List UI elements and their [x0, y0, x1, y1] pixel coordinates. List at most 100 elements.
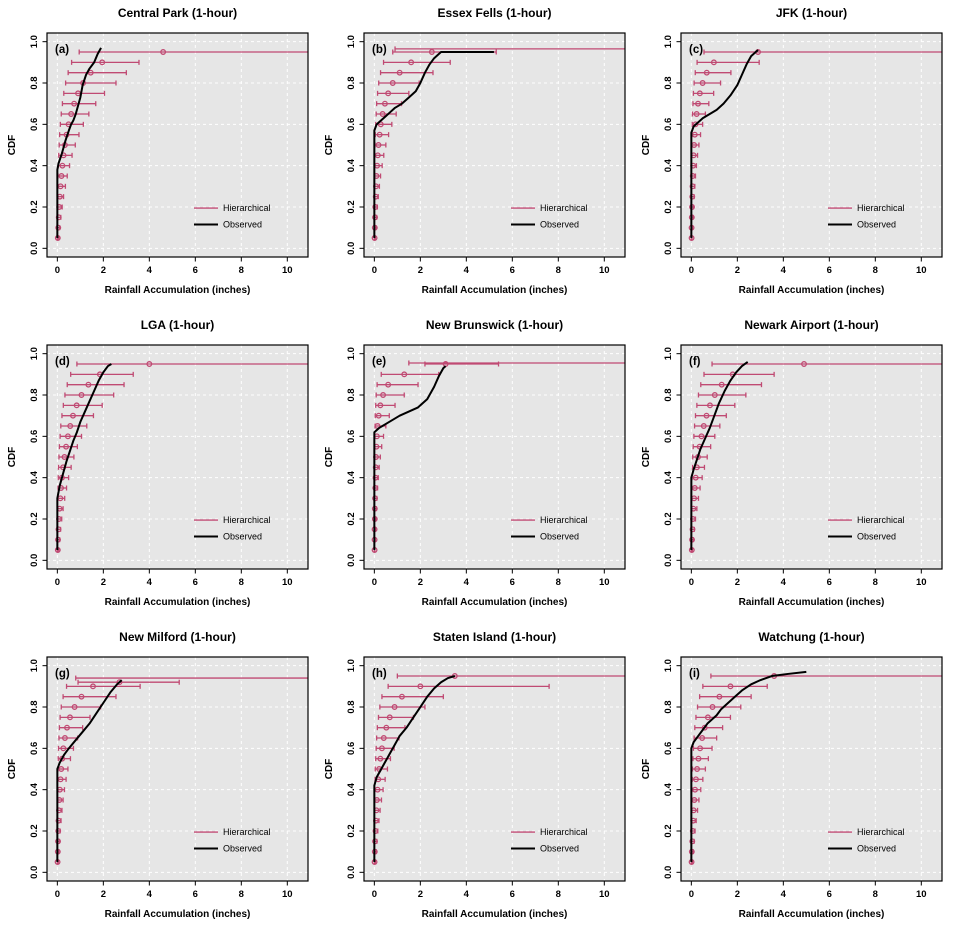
x-tick-label: 8	[873, 265, 878, 276]
median-point	[68, 111, 75, 117]
observed-line	[56, 363, 112, 550]
legend: Hierarchical Observed	[828, 515, 905, 542]
median-point	[703, 412, 710, 419]
x-tick-label: 0	[372, 265, 377, 276]
median-point	[67, 423, 74, 429]
legend: Hierarchical Observed	[194, 827, 271, 854]
y-tick-label: 1.0	[29, 659, 40, 672]
x-axis-title: Rainfall Accumulation (inches)	[105, 597, 251, 608]
y-tick-label: 0.2	[346, 200, 357, 213]
y-tick-label: 0.0	[663, 242, 674, 255]
legend-label-observed: Observed	[540, 220, 579, 230]
hierarchical-intervals	[54, 361, 308, 553]
median-point	[70, 412, 76, 419]
x-tick-label: 6	[193, 265, 198, 276]
panel-i: Watchung (1-hour) 0 2 4 6 8 10 0.0 0.2 0.4 0.6 0.8 1…	[641, 630, 943, 920]
y-tick-label: 0.2	[663, 512, 674, 525]
observed-line	[690, 361, 749, 550]
y-tick-label: 0.2	[663, 824, 674, 837]
x-tick-label: 10	[599, 577, 610, 588]
median-point	[146, 361, 153, 367]
y-tick-label: 0.8	[29, 76, 40, 89]
median-point	[692, 776, 699, 783]
x-tick-label: 6	[827, 577, 832, 588]
x-tick-label: 10	[599, 265, 610, 276]
gridlines	[47, 33, 308, 257]
panel-letter: (h)	[372, 668, 387, 680]
x-tick-label: 10	[916, 577, 927, 588]
legend-label-observed: Observed	[857, 844, 896, 854]
median-point	[695, 755, 702, 762]
median-point	[64, 433, 71, 440]
median-point	[372, 828, 379, 834]
legend-label-observed: Observed	[223, 844, 262, 854]
panel-title: JFK (1-hour)	[776, 6, 847, 20]
x-axis-title: Rainfall Accumulation (inches)	[422, 909, 568, 920]
median-point	[694, 766, 701, 772]
median-point	[380, 392, 387, 398]
x-tick-label: 2	[418, 577, 423, 588]
plot-background	[364, 33, 625, 257]
observed-line	[373, 365, 447, 550]
x-tick-label: 2	[101, 889, 106, 900]
median-point	[709, 704, 716, 710]
median-point	[710, 59, 717, 66]
median-point	[391, 704, 398, 710]
observed-line	[56, 679, 123, 862]
plot-area	[688, 670, 942, 865]
plot-area	[371, 673, 625, 865]
y-tick-label: 0.4	[346, 470, 357, 484]
x-tick-label: 6	[193, 889, 198, 900]
panel-title: LGA (1-hour)	[141, 318, 215, 332]
legend-label-hierarchical: Hierarchical	[857, 203, 905, 213]
x-tick-label: 6	[510, 577, 515, 588]
gridlines	[681, 345, 942, 569]
median-point	[428, 49, 435, 55]
legend-label-hierarchical: Hierarchical	[857, 827, 905, 837]
panel-letter: (d)	[55, 356, 70, 368]
x-tick-label: 8	[873, 577, 878, 588]
legend: Hierarchical Observed	[511, 203, 588, 230]
legend-label-hierarchical: Hierarchical	[540, 515, 588, 525]
x-axis-title: Rainfall Accumulation (inches)	[105, 909, 251, 920]
median-point	[377, 402, 384, 409]
gridlines	[364, 33, 625, 257]
legend-label-hierarchical: Hierarchical	[857, 515, 905, 525]
x-tick-label: 8	[873, 889, 878, 900]
plot-background	[681, 345, 942, 569]
y-axis-title: CDF	[7, 759, 18, 780]
gridlines	[681, 33, 942, 257]
median-point	[71, 704, 78, 710]
median-point	[73, 402, 80, 409]
x-tick-label: 10	[282, 265, 293, 276]
panel-b: Essex Fells (1-hour) 0 2 4 6 8 10 0.0 0.2 0.4 0.6 0…	[324, 6, 626, 296]
median-point	[375, 142, 382, 148]
median-point	[711, 392, 718, 398]
median-point	[383, 724, 390, 731]
median-point	[396, 69, 403, 76]
median-point	[385, 381, 392, 388]
legend-label-observed: Observed	[857, 220, 896, 230]
median-point	[698, 433, 705, 440]
median-point	[697, 745, 704, 752]
y-tick-label: 0.0	[663, 866, 674, 879]
gridlines	[364, 345, 625, 569]
x-tick-label: 0	[689, 577, 694, 588]
median-point	[60, 745, 67, 752]
plot-border	[363, 32, 626, 258]
y-tick-label: 1.0	[346, 659, 357, 672]
plot-area	[54, 675, 308, 865]
x-tick-label: 4	[147, 577, 153, 588]
y-tick-label: 1.0	[346, 35, 357, 48]
median-point	[718, 381, 725, 388]
y-axis-title: CDF	[324, 447, 335, 468]
median-point	[58, 173, 65, 179]
y-axis-title: CDF	[7, 447, 18, 468]
median-point	[61, 735, 68, 741]
y-tick-label: 0.4	[29, 158, 40, 172]
legend-label-hierarchical: Hierarchical	[223, 203, 271, 213]
plot-area	[688, 361, 942, 553]
median-point	[99, 59, 106, 66]
legend: Hierarchical Observed	[828, 827, 905, 854]
x-tick-label: 10	[282, 889, 293, 900]
